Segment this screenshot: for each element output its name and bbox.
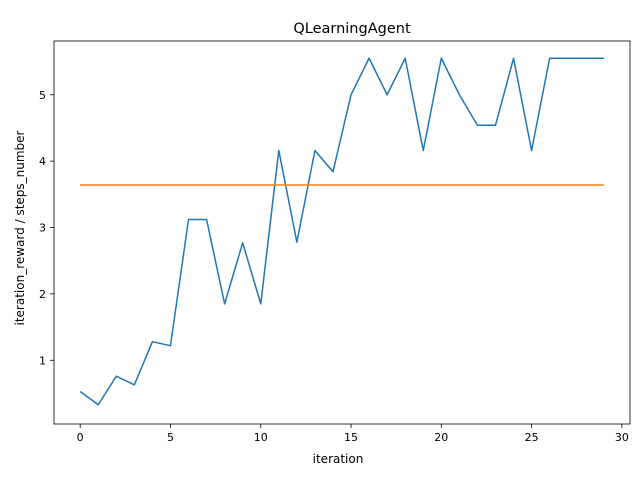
y-tick-label: 4 bbox=[39, 155, 46, 168]
y-tick-label: 2 bbox=[39, 288, 46, 301]
x-tick-label: 25 bbox=[525, 431, 539, 444]
axes-frame bbox=[53, 40, 631, 425]
x-tick-label: 5 bbox=[167, 431, 174, 444]
x-tick-label: 15 bbox=[344, 431, 358, 444]
plot-lines bbox=[79, 57, 604, 406]
x-axis-ticks: 0 5 10 15 20 25 30 bbox=[77, 424, 629, 444]
y-tick-label: 1 bbox=[39, 354, 46, 367]
y-tick-label: 3 bbox=[39, 222, 46, 235]
chart-title: QLearningAgent bbox=[293, 21, 411, 37]
series-line-1 bbox=[79, 57, 604, 406]
x-tick-label: 30 bbox=[615, 431, 629, 444]
y-tick-label: 5 bbox=[39, 89, 46, 102]
x-tick-label: 20 bbox=[434, 431, 448, 444]
y-axis-ticks: 1 2 3 4 5 bbox=[39, 89, 54, 367]
x-axis-label: iteration bbox=[313, 452, 364, 466]
x-tick-label: 0 bbox=[77, 431, 84, 444]
y-axis-label: iteration_reward / steps_number bbox=[13, 130, 27, 325]
x-tick-label: 10 bbox=[254, 431, 268, 444]
